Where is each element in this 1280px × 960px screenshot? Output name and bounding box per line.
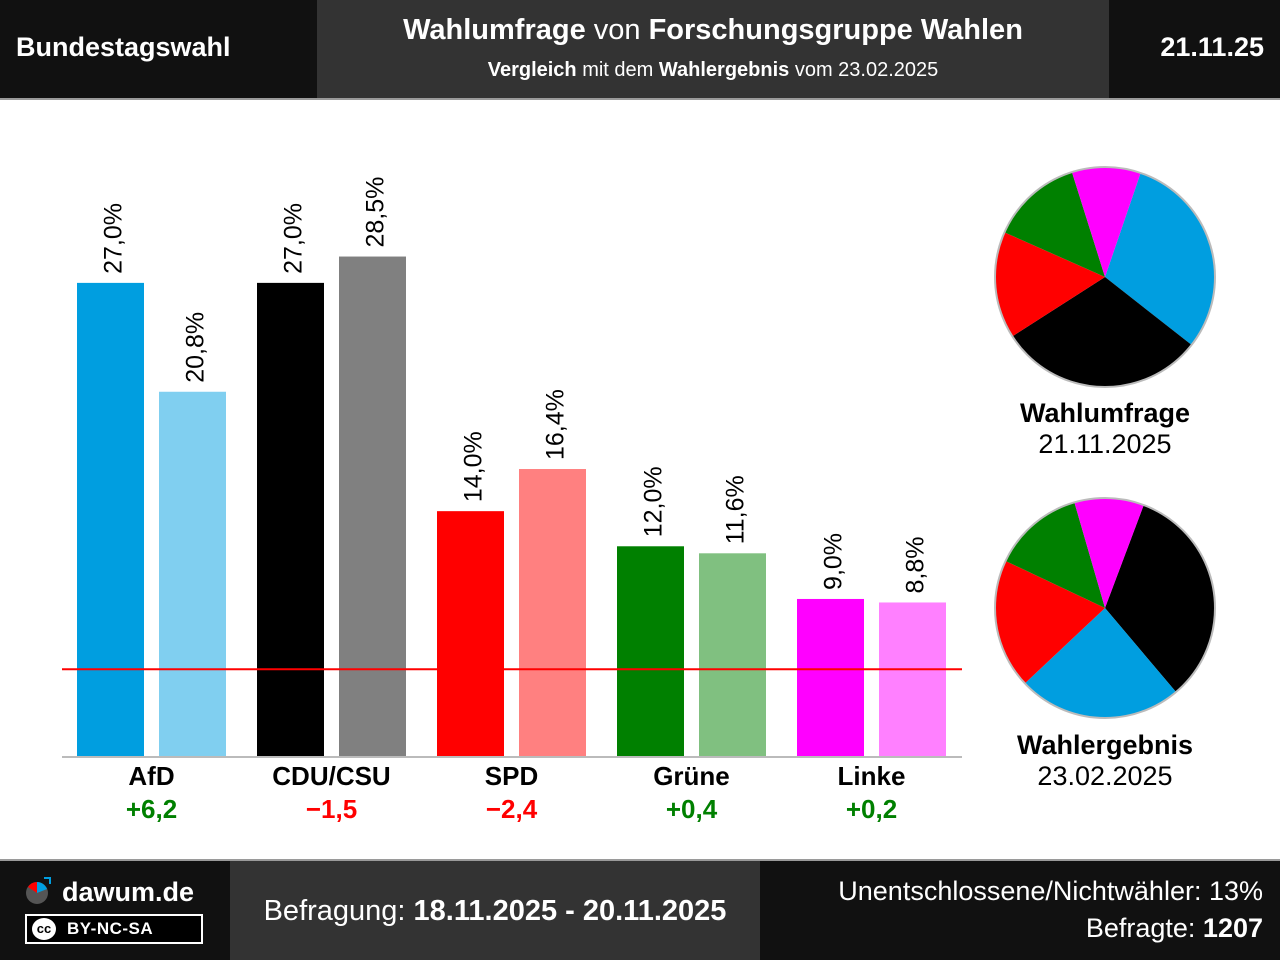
bar-result-0 — [159, 391, 226, 757]
field-period-dates: 18.11.2025 - 20.11.2025 — [413, 895, 727, 927]
pie-poll-slice-0 — [1105, 172, 1215, 345]
subtitle-result: Wahlergebnis — [658, 59, 790, 81]
bar-result-2 — [519, 469, 586, 757]
pie-poll-slice-3 — [1004, 172, 1105, 277]
value-label-poll-0: 27,0% — [100, 203, 128, 274]
respondents-label: Befragte: — [1085, 913, 1203, 943]
poll-date: 21.11.25 — [1160, 32, 1264, 62]
pie-label-poll: Wahlumfrage 21.11.2025 — [995, 398, 1215, 460]
value-label-poll-1: 27,0% — [280, 203, 308, 274]
bar-result-1 — [339, 256, 406, 757]
pie-title-poll: Wahlumfrage — [1019, 398, 1190, 428]
pie-date-poll: 21.11.2025 — [1038, 429, 1172, 459]
subtitle-date: vom 23.02.2025 — [789, 59, 939, 81]
bar-poll-1 — [257, 282, 324, 757]
field-period: Befragung: 18.11.2025 - 20.11.2025 — [230, 895, 760, 928]
pie-date-result: 23.02.2025 — [1037, 761, 1173, 791]
respondents-value: 1207 — [1202, 913, 1263, 943]
footer-divider — [0, 859, 1280, 861]
value-label-poll-3: 12,0% — [640, 466, 668, 537]
pie-title-result: Wahlergebnis — [1016, 730, 1194, 760]
category-label-0: AfD — [128, 761, 174, 791]
pie-label-result: Wahlergebnis 23.02.2025 — [995, 730, 1215, 792]
bar-result-4 — [879, 602, 946, 757]
license-badge[interactable]: cc BY-NC-SA — [25, 914, 203, 944]
pie-poll-outline — [994, 166, 1216, 388]
bar-poll-0 — [77, 282, 144, 757]
pie-poll-slice-2 — [994, 232, 1105, 337]
title-poll: Wahlumfrage — [403, 14, 586, 46]
header-right-panel — [1109, 0, 1280, 98]
difference-label-4: +0,2 — [846, 794, 897, 824]
bar-poll-3 — [617, 546, 684, 757]
category-label-3: Grüne — [653, 761, 730, 791]
value-label-result-3: 11,6% — [722, 475, 750, 544]
value-label-poll-4: 9,0% — [820, 533, 848, 590]
pie-poll-slice-1 — [1012, 277, 1192, 387]
subtitle-compare: Vergleich — [487, 59, 577, 81]
dawum-logo-icon — [26, 877, 51, 904]
pie-result-slice-4 — [1074, 498, 1144, 608]
pie-result-outline — [994, 497, 1216, 719]
header-divider — [0, 98, 1280, 100]
category-label-2: SPD — [485, 761, 538, 791]
value-label-result-1: 28,5% — [362, 177, 390, 248]
pie-result-slice-2 — [995, 560, 1105, 684]
category-label-4: Linke — [838, 761, 906, 791]
election-title: Bundestagswahl — [16, 32, 231, 62]
header-left-panel — [0, 0, 317, 98]
pie-poll-slice-4 — [1071, 167, 1141, 277]
category-label-1: CDU/CSU — [272, 761, 390, 791]
chart-subtitle: Vergleich mit dem Wahlergebnis vom 23.02… — [317, 59, 1109, 82]
bar-poll-4 — [797, 598, 864, 757]
header-center-panel — [317, 0, 1109, 98]
subtitle-connector: mit dem — [576, 59, 659, 81]
title-institute: Forschungsgruppe Wahlen — [648, 14, 1023, 46]
cc-icon: cc — [32, 918, 56, 940]
pie-result-slice-3 — [1005, 502, 1105, 608]
difference-label-3: +0,4 — [666, 794, 718, 824]
difference-label-1: −1,5 — [306, 794, 357, 824]
value-label-poll-2: 14,0% — [460, 431, 488, 502]
pie-result-slice-0 — [1105, 505, 1215, 693]
title-connector: von — [585, 14, 649, 46]
value-label-result-0: 20,8% — [182, 312, 210, 383]
respondents-count: Befragte: 1207 — [1086, 913, 1263, 944]
pie-result-slice-1 — [1024, 608, 1177, 718]
difference-label-0: +6,2 — [126, 794, 177, 824]
brand-link[interactable]: dawum.de — [62, 877, 195, 907]
chart-title: Wahlumfrage von Forschungsgruppe Wahlen — [317, 14, 1109, 47]
bar-poll-2 — [437, 511, 504, 757]
license-text: BY-NC-SA — [67, 919, 154, 938]
difference-label-2: −2,4 — [486, 794, 538, 824]
footer-center-panel — [230, 861, 760, 960]
footer-right-panel — [760, 861, 1280, 960]
undecided-share: Unentschlossene/Nichtwähler: 13% — [838, 876, 1263, 906]
value-label-result-2: 16,4% — [542, 389, 570, 460]
bar-result-3 — [699, 553, 766, 757]
field-period-label: Befragung: — [263, 895, 414, 927]
value-label-result-4: 8,8% — [902, 536, 930, 593]
chart: 27,0% 20,8% AfD+6,2 27,0% 28,5% CDU/CSU−1,5 14… — [62, 166, 1216, 824]
